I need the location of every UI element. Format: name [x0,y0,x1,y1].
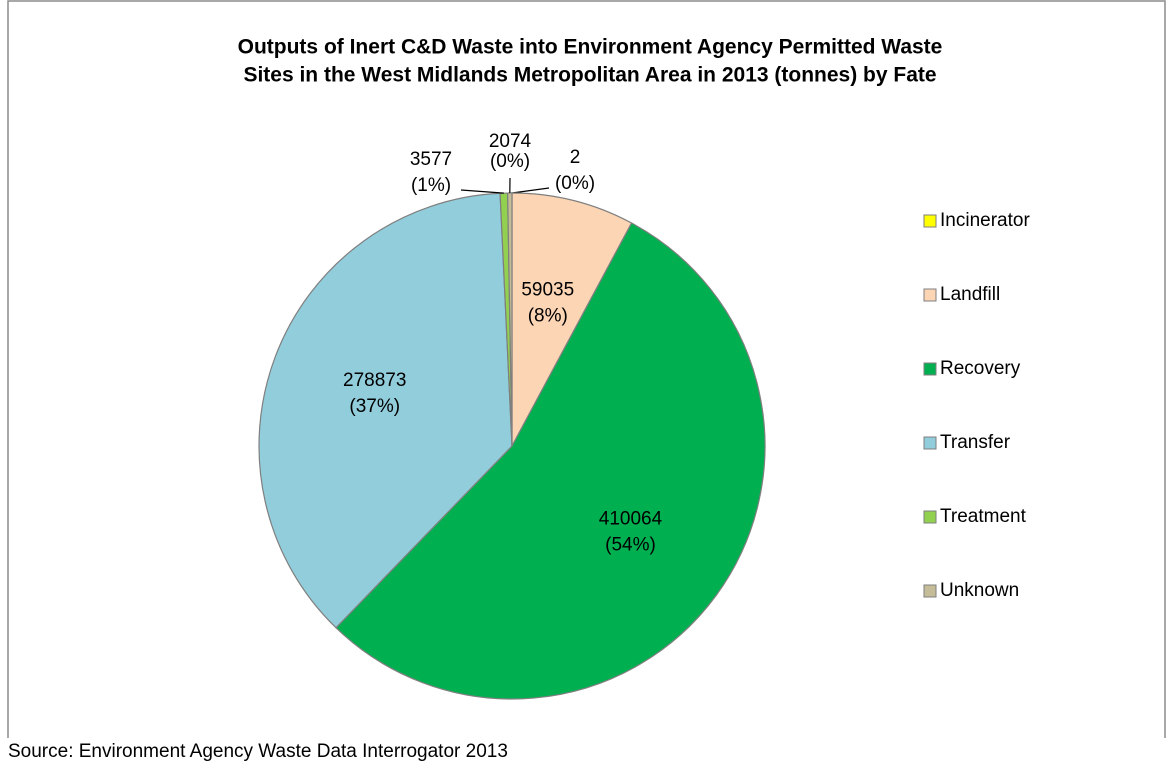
legend-swatch [923,214,937,228]
data-label-percent: (0%) [490,151,530,172]
chart-title: Sites in the West Midlands Metropolitan … [243,64,936,87]
data-label-percent: (54%) [605,535,656,556]
data-label-percent: (8%) [528,306,568,327]
chart-title: Outputs of Inert C&D Waste into Environm… [238,36,943,59]
data-label-percent: (1%) [411,175,451,196]
data-label-percent: (0%) [555,173,595,194]
legend-label: Unknown [940,580,1019,601]
pie-slice [511,192,633,447]
data-label: 278873 [343,370,406,391]
pie-slice [335,222,766,700]
legend-label: Landfill [940,284,1000,305]
pie-slice [258,192,513,629]
legend-label: Transfer [940,432,1011,453]
legend-label: Incinerator [940,210,1030,231]
legend-swatch [923,510,937,524]
data-label: 3577 [410,149,452,170]
leader-line [511,187,550,194]
data-label: 2 [570,147,581,168]
legend-swatch [923,288,937,302]
data-label: 410064 [599,509,663,530]
data-label: 59035 [521,280,574,301]
legend-swatch [923,584,937,598]
data-label: 2074 [489,131,532,152]
legend-label: Treatment [940,506,1027,527]
legend-label: Recovery [940,358,1021,379]
data-label-percent: (37%) [349,396,400,417]
legend-swatch [923,436,937,450]
pie-slice [507,192,513,447]
source-note: Source: Environment Agency Waste Data In… [8,741,508,762]
chart-frame [7,0,1166,738]
leader-line [460,189,504,194]
legend-swatch [923,362,937,376]
